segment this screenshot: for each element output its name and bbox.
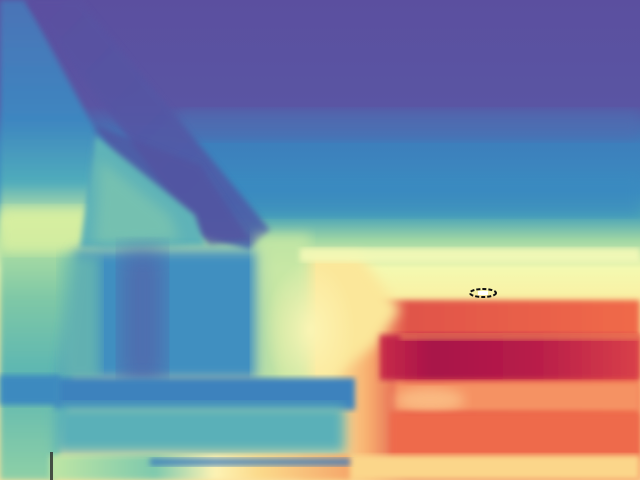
- black-artifact: [469, 288, 497, 298]
- bottom-blue-line: [150, 458, 350, 466]
- red-band-highlight: [400, 334, 640, 340]
- lower-blue-band: [55, 378, 355, 410]
- red-lower-band: [390, 412, 640, 460]
- light-blob: [395, 388, 465, 412]
- ceiling-blue-strip: [200, 175, 640, 215]
- black-artifact-core: [478, 291, 488, 295]
- beam-shadow: [95, 125, 250, 245]
- left-lower-blue: [0, 375, 60, 405]
- triangular-panel-light: [95, 160, 180, 245]
- dark-corner-mark: [50, 452, 53, 480]
- central-blue-area: [60, 250, 275, 380]
- purple-vertical-streak: [120, 250, 165, 385]
- ceiling-band: [180, 110, 640, 140]
- horizon-light-line: [300, 248, 640, 262]
- warm-bottom-strip: [300, 455, 640, 480]
- lower-teal-band: [55, 405, 345, 453]
- center-glow: [265, 260, 355, 400]
- green-left-streak: [60, 255, 100, 380]
- deep-red-band: [380, 335, 640, 380]
